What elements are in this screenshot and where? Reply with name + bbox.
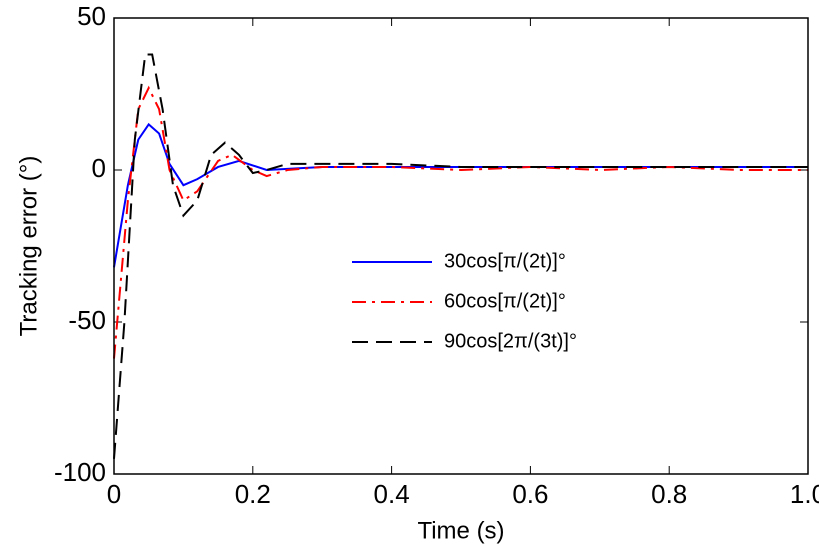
series-line (113, 53, 808, 459)
y-tick-label: 50 (77, 1, 106, 31)
legend-label: 90cos[2π/(3t)]° (444, 330, 577, 352)
x-tick-label: 0.8 (651, 479, 687, 509)
x-axis-label: Time (s) (417, 517, 504, 544)
x-tick-label: 0.2 (235, 479, 271, 509)
plot-frame (113, 17, 809, 475)
x-tick-label: 0 (107, 479, 121, 509)
x-tick-label: 0.6 (512, 479, 548, 509)
x-tick-label: 1.0 (790, 479, 819, 509)
y-axis-label: Tracking error (°) (15, 156, 42, 337)
y-tick-label: -100 (54, 457, 106, 487)
y-tick-label: 0 (92, 153, 106, 183)
legend-label: 30cos[π/(2t)]° (444, 250, 566, 272)
y-tick-label: -50 (68, 305, 106, 335)
series-line (113, 85, 808, 359)
legend-label: 60cos[π/(2t)]° (444, 290, 566, 312)
x-tick-label: 0.4 (374, 479, 410, 509)
series-line (113, 122, 808, 268)
